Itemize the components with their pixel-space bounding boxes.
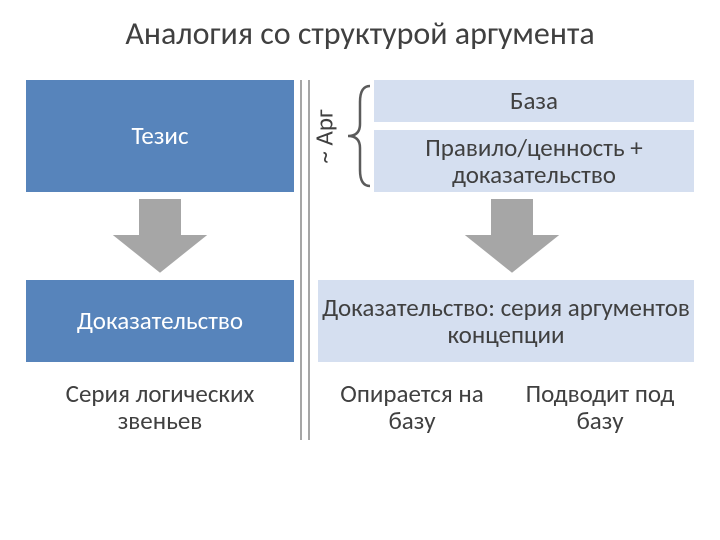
box-pravilo: Правило/ценность + доказательство <box>374 130 694 192</box>
row-middle: Доказательство Доказательство: серия арг… <box>26 280 694 362</box>
row-top: Тезис ~ Арг База Правило/ценность + д <box>26 80 694 192</box>
right-top-group: ~ Арг База Правило/ценность + доказатель… <box>318 80 694 192</box>
vertical-label: ~ Арг <box>308 80 340 192</box>
text-podvodit: Подводит под базу <box>506 372 694 442</box>
page-title: Аналогия со структурой аргумента <box>0 0 720 63</box>
text-opora: Опирается на базу <box>318 372 506 442</box>
diagram: Тезис ~ Арг База Правило/ценность + д <box>26 80 694 442</box>
box-baza: База <box>374 80 694 122</box>
brace-icon <box>344 84 374 188</box>
arrow-down-left-icon <box>110 198 210 274</box>
arrow-row <box>26 192 694 280</box>
box-dokaz-series: Доказательство: серия аргументов концепц… <box>318 280 694 362</box>
text-seria: Серия логических звеньев <box>26 372 294 442</box>
box-dokaz: Доказательство <box>26 280 294 362</box>
slide: Аналогия со структурой аргумента Тезис ~… <box>0 0 720 540</box>
row-bottom: Серия логических звеньев Опирается на ба… <box>26 372 694 442</box>
box-tezis: Тезис <box>26 80 294 192</box>
arrow-down-right-icon <box>462 198 562 274</box>
